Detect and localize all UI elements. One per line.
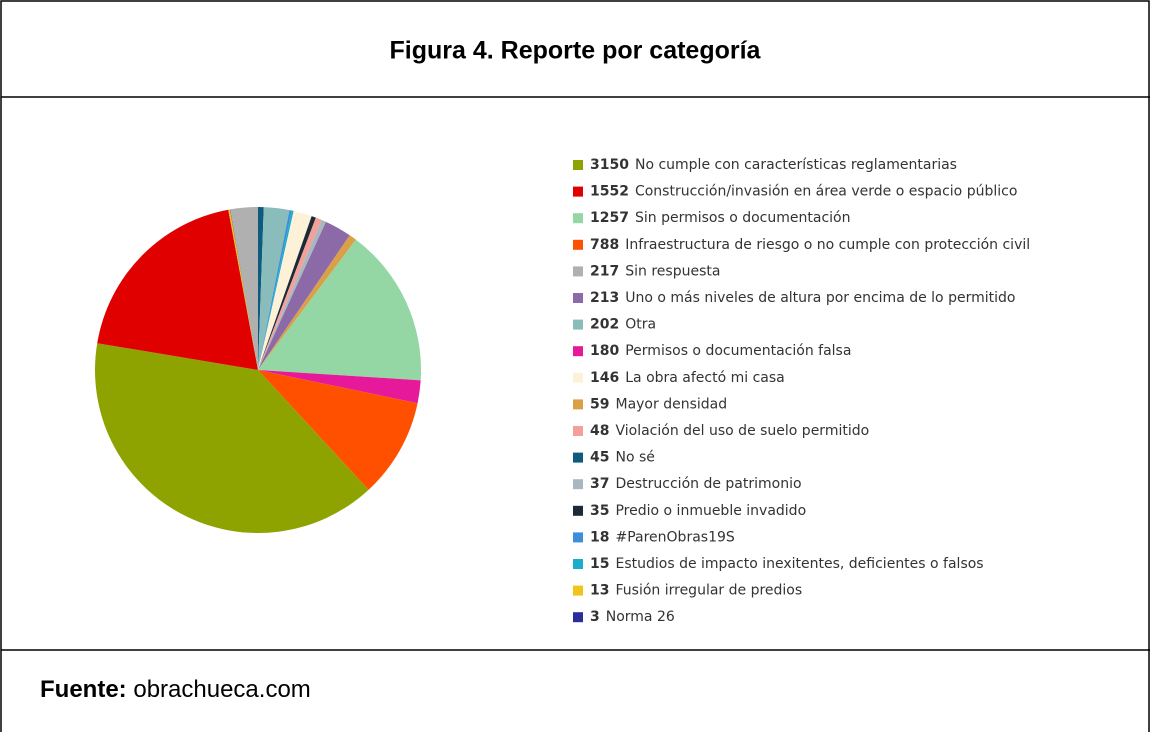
pie-slice [258,210,292,370]
legend-swatch [573,213,583,224]
legend-swatch [573,293,583,303]
pie-slice [258,370,418,490]
legend-swatch [573,160,583,170]
pie-slice [95,343,369,533]
legend-swatch [573,532,583,543]
legend-value: 1257 [590,210,629,226]
legend-swatch [573,452,583,463]
legend-value: 48 [590,423,609,439]
chart-title: Figura 4. Reporte por categoría [390,37,762,65]
source: Fuente: obrachueca.com [40,676,311,703]
legend-swatch [573,399,583,410]
legend-swatch [573,346,583,357]
legend-value: 15 [590,556,609,572]
legend-swatch [573,479,583,490]
legend-value: 217 [590,263,619,279]
legend-value: 3 [590,609,600,625]
legend-label: #ParenObras19S [615,529,734,545]
legend-label: Otra [625,317,656,333]
legend-swatch [573,372,583,383]
pie-slice [228,209,258,370]
legend-label: Construcción/invasión en área verde o es… [635,184,1017,200]
legend-swatch [573,266,583,277]
legend: 3150 No cumple con características reglam… [573,157,1030,625]
source-label: Fuente: [40,676,127,703]
legend-label: Violación del uso de suelo permitido [615,423,869,439]
legend-swatch [573,319,583,330]
pie-slice [258,219,326,370]
legend-value: 59 [590,396,609,412]
legend-swatch [573,559,583,569]
legend-label: Sin respuesta [625,263,720,279]
pie [95,207,421,533]
legend-swatch [573,186,583,197]
pie-slice [258,217,322,370]
legend-value: 45 [590,450,609,466]
pie-slice [258,239,421,381]
pie-slice [229,209,258,370]
legend-label: Fusión irregular de predios [615,583,802,599]
legend-label: Uno o más niveles de altura por encima d… [625,290,1015,306]
pie-slice [258,210,312,370]
legend-label: Estudios de impacto inexitentes, deficie… [615,556,983,572]
legend-swatch [573,585,583,596]
pie-slice [258,210,294,370]
legend-label: Infraestructura de riesgo o no cumple co… [625,237,1030,253]
pie-slice [258,216,316,370]
pie-slice [230,207,258,370]
pie-slice [258,235,356,370]
legend-label: La obra afectó mi casa [625,370,785,386]
legend-value: 37 [590,476,609,492]
legend-swatch [573,612,583,623]
legend-label: Norma 26 [606,609,675,625]
legend-value: 202 [590,317,619,333]
legend-value: 180 [590,343,619,359]
legend-value: 3150 [590,157,629,173]
legend-value: 18 [590,529,609,545]
legend-label: Permisos o documentación falsa [625,343,851,359]
legend-label: No cumple con características reglamenta… [635,157,957,173]
pie-slice [258,207,290,370]
legend-label: No sé [615,450,654,466]
legend-value: 35 [590,503,609,519]
source-text: obrachueca.com [133,676,310,703]
legend-value: 146 [590,370,619,386]
legend-value: 1552 [590,184,629,200]
legend-label: Destrucción de patrimonio [615,476,801,492]
legend-label: Sin permisos o documentación [635,210,851,226]
pie-slice [258,221,350,370]
legend-label: Mayor densidad [615,396,727,412]
legend-swatch [573,426,583,436]
legend-value: 13 [590,583,609,599]
legend-value: 213 [590,290,619,306]
pie-slice [258,370,421,404]
legend-value: 788 [590,237,619,253]
legend-swatch [573,505,583,516]
legend-label: Predio o inmueble invadido [615,503,806,519]
pie-slice [97,209,259,370]
legend-swatch [573,239,583,250]
pie-slice [258,207,264,370]
